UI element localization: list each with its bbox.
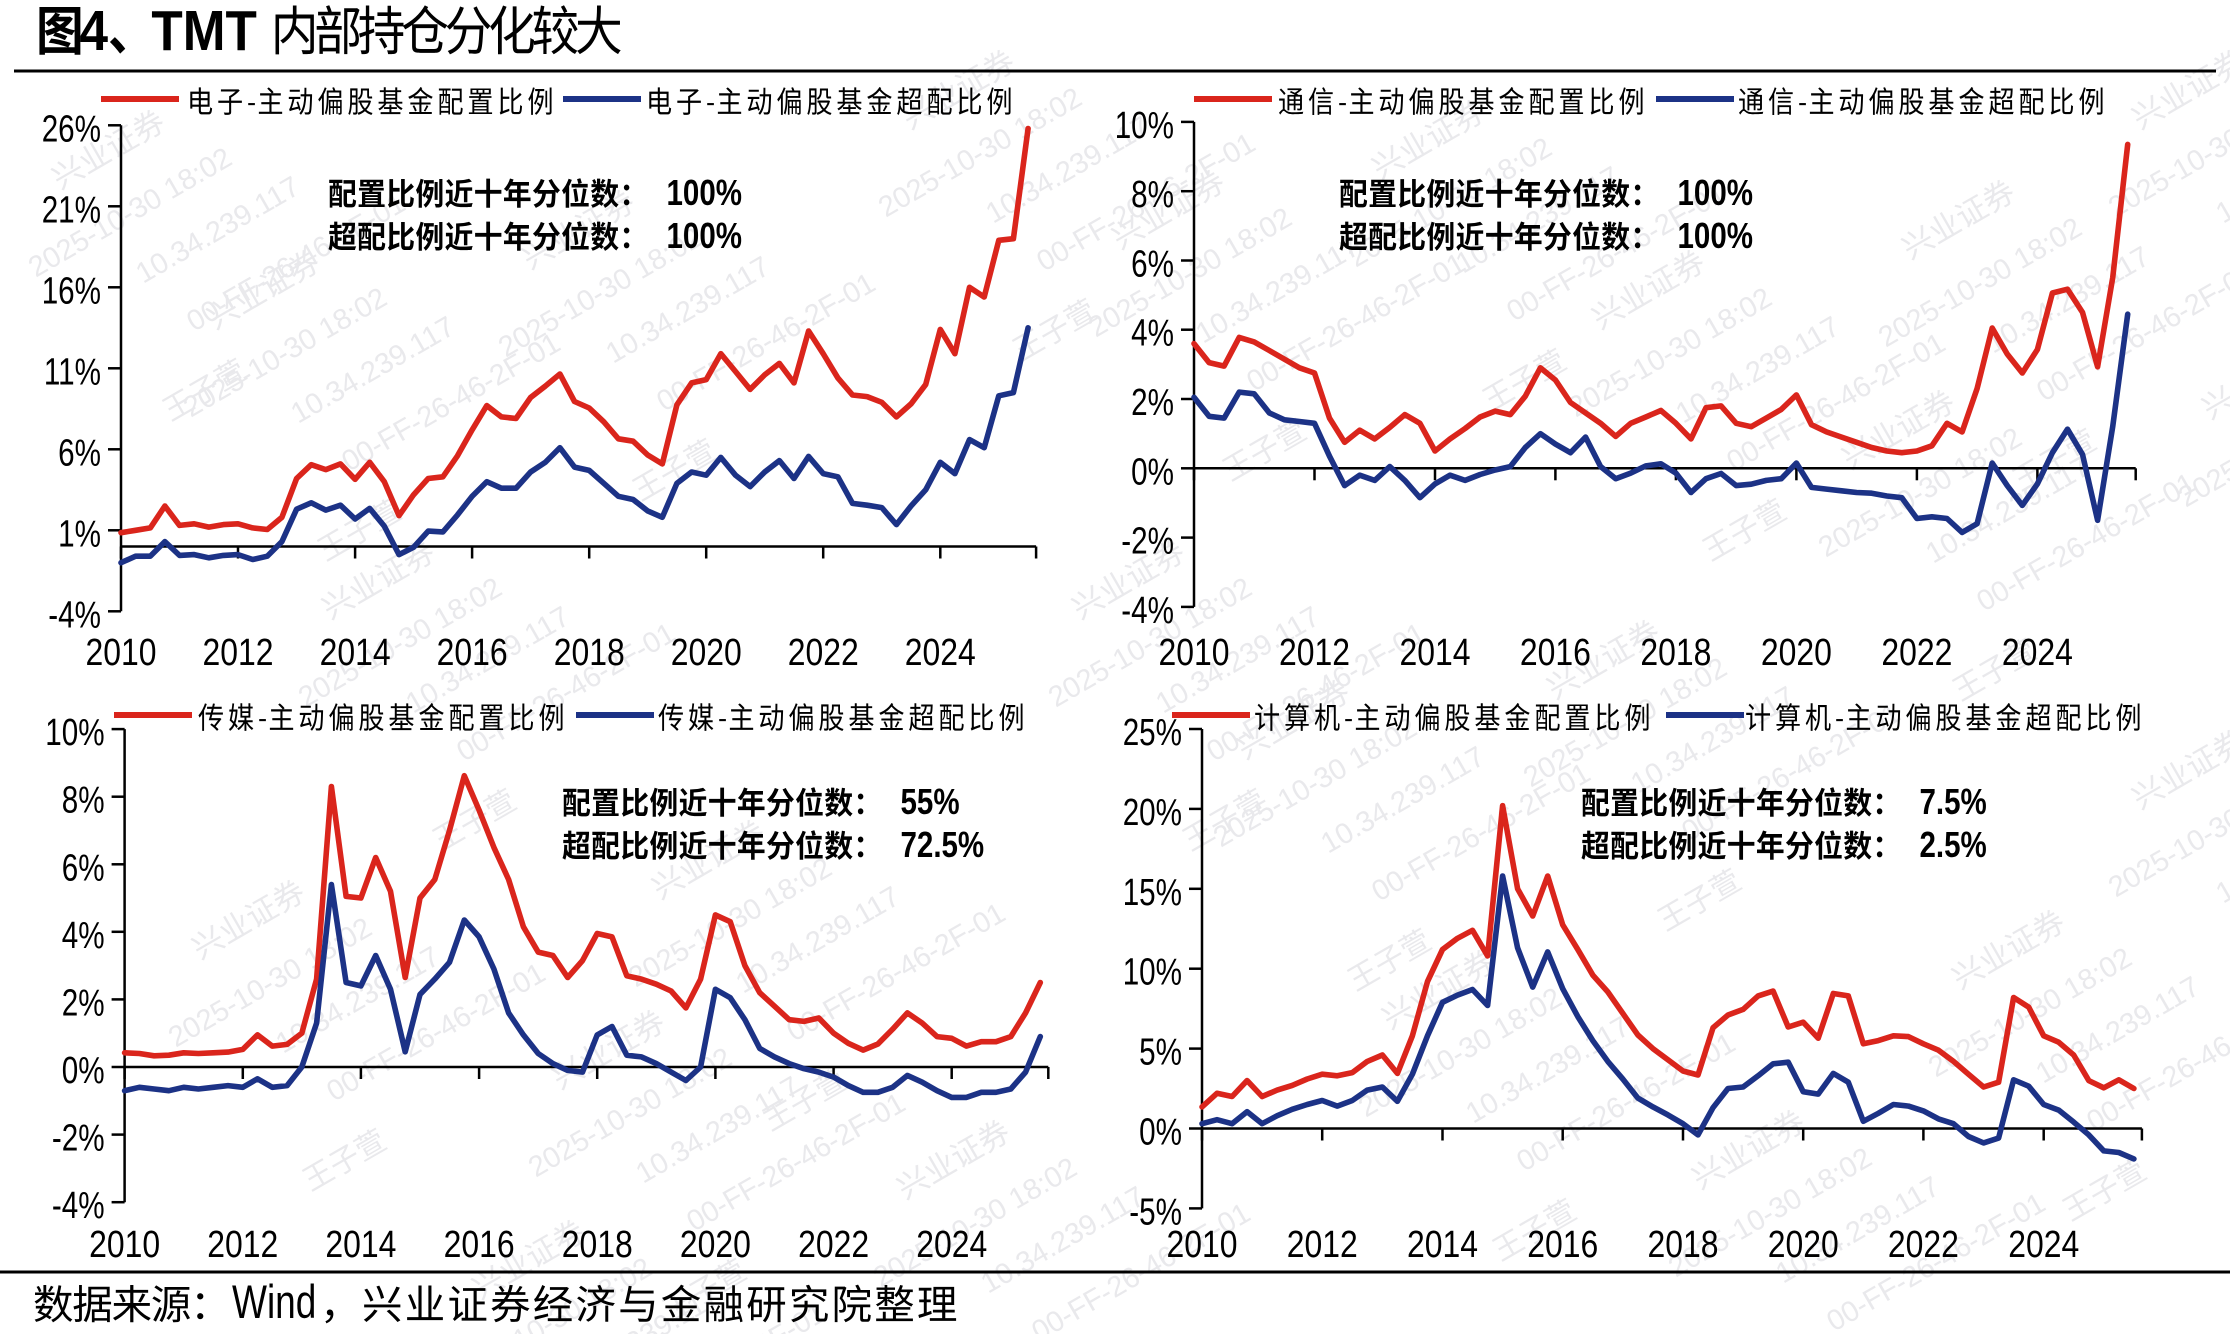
svg-text:10%: 10% xyxy=(45,712,104,754)
svg-text:15%: 15% xyxy=(1123,871,1182,913)
svg-text:4%: 4% xyxy=(62,914,105,956)
svg-text:2014: 2014 xyxy=(1400,631,1471,673)
svg-text:2020: 2020 xyxy=(1761,631,1832,673)
svg-text:55%: 55% xyxy=(901,781,960,821)
svg-text:2010: 2010 xyxy=(89,1223,160,1265)
svg-text:100%: 100% xyxy=(667,172,742,212)
svg-text:5%: 5% xyxy=(1139,1031,1182,1073)
svg-text:4%: 4% xyxy=(1131,312,1174,354)
svg-text:1%: 1% xyxy=(58,513,101,555)
svg-text:0%: 0% xyxy=(1131,451,1174,493)
svg-text:2014: 2014 xyxy=(1407,1223,1478,1265)
svg-text:100%: 100% xyxy=(667,215,742,255)
svg-text:2016: 2016 xyxy=(1527,1223,1598,1265)
svg-text:2%: 2% xyxy=(62,982,105,1024)
svg-text:100%: 100% xyxy=(1678,215,1753,255)
svg-text:2022: 2022 xyxy=(1888,1223,1959,1265)
svg-text:-4%: -4% xyxy=(1121,589,1174,631)
svg-text:2022: 2022 xyxy=(1881,631,1952,673)
svg-text:21%: 21% xyxy=(42,189,101,231)
svg-text:6%: 6% xyxy=(62,847,105,889)
svg-text:6%: 6% xyxy=(1131,243,1174,285)
svg-text:2024: 2024 xyxy=(916,1223,987,1265)
svg-text:2018: 2018 xyxy=(1640,631,1711,673)
svg-text:-2%: -2% xyxy=(52,1117,105,1159)
svg-text:2020: 2020 xyxy=(1768,1223,1839,1265)
svg-text:6%: 6% xyxy=(58,432,101,474)
svg-text:2012: 2012 xyxy=(1279,631,1350,673)
svg-text:2016: 2016 xyxy=(1520,631,1591,673)
svg-text:2%: 2% xyxy=(1131,382,1174,424)
svg-text:2024: 2024 xyxy=(2008,1223,2079,1265)
svg-text:7.5%: 7.5% xyxy=(1920,781,1987,821)
svg-text:2016: 2016 xyxy=(444,1223,515,1265)
svg-text:2014: 2014 xyxy=(320,631,391,673)
svg-text:100%: 100% xyxy=(1678,172,1753,212)
svg-text:2024: 2024 xyxy=(2002,631,2073,673)
svg-text:2018: 2018 xyxy=(562,1223,633,1265)
svg-text:-4%: -4% xyxy=(48,594,101,636)
svg-text:2020: 2020 xyxy=(671,631,742,673)
svg-text:2022: 2022 xyxy=(788,631,859,673)
svg-text:16%: 16% xyxy=(42,270,101,312)
svg-text:TMT: TMT xyxy=(151,0,256,63)
svg-text:2018: 2018 xyxy=(554,631,625,673)
svg-text:20%: 20% xyxy=(1123,791,1182,833)
svg-text:Wind: Wind xyxy=(232,1276,316,1330)
svg-text:72.5%: 72.5% xyxy=(901,824,985,864)
svg-text:0%: 0% xyxy=(62,1050,105,1092)
svg-text:2020: 2020 xyxy=(680,1223,751,1265)
svg-text:2.5%: 2.5% xyxy=(1920,824,1987,864)
svg-text:-2%: -2% xyxy=(1121,520,1174,562)
svg-text:10%: 10% xyxy=(1123,951,1182,993)
svg-text:8%: 8% xyxy=(62,779,105,821)
svg-text:2024: 2024 xyxy=(905,631,976,673)
svg-text:-4%: -4% xyxy=(52,1185,105,1227)
svg-text:2010: 2010 xyxy=(86,631,157,673)
svg-text:4: 4 xyxy=(80,0,109,63)
svg-text:2010: 2010 xyxy=(1159,631,1230,673)
svg-text:-5%: -5% xyxy=(1129,1191,1182,1233)
svg-text:2022: 2022 xyxy=(798,1223,869,1265)
svg-text:2018: 2018 xyxy=(1648,1223,1719,1265)
svg-text:2012: 2012 xyxy=(1287,1223,1358,1265)
svg-text:2010: 2010 xyxy=(1167,1223,1238,1265)
svg-text:8%: 8% xyxy=(1131,174,1174,216)
svg-text:2012: 2012 xyxy=(207,1223,278,1265)
svg-text:10%: 10% xyxy=(1115,104,1174,146)
svg-text:25%: 25% xyxy=(1123,712,1182,754)
svg-text:2016: 2016 xyxy=(437,631,508,673)
svg-text:2012: 2012 xyxy=(203,631,274,673)
svg-text:11%: 11% xyxy=(44,351,101,393)
svg-text:0%: 0% xyxy=(1139,1111,1182,1153)
svg-text:26%: 26% xyxy=(42,108,101,150)
svg-text:2014: 2014 xyxy=(325,1223,396,1265)
